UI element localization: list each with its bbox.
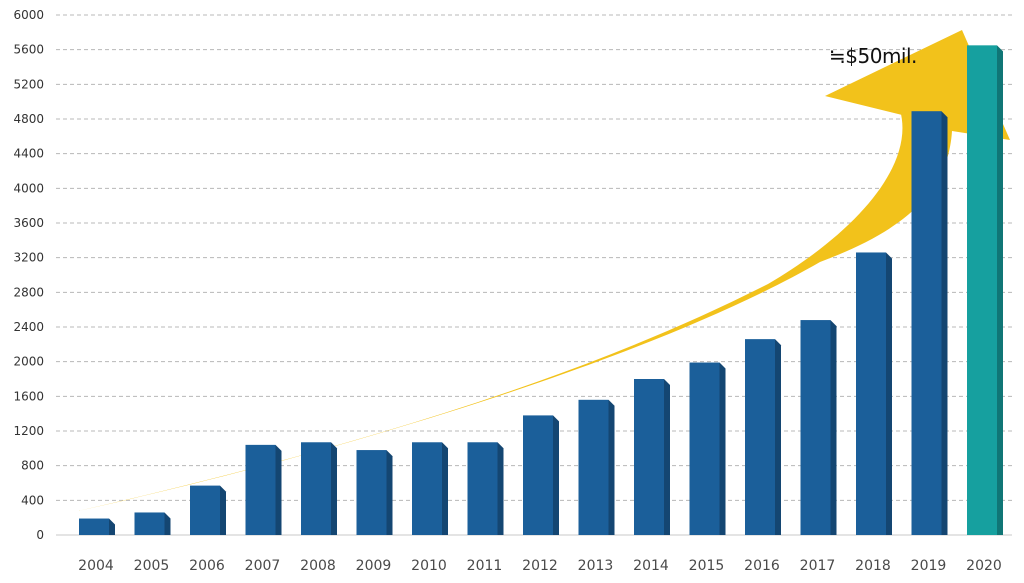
y-axis-ticks: 0 400 800 1200 1600 2000 2400 2800 3200 3600 4000 4… (13, 8, 44, 542)
bar-side (830, 320, 837, 535)
bar-group (79, 518, 115, 535)
x-tick-label: 2016 (744, 558, 780, 574)
bar (245, 444, 276, 535)
bar-side (497, 442, 504, 535)
y-tick-label: 2000 (13, 355, 44, 369)
bar-group (301, 442, 337, 535)
bar-group (745, 339, 781, 535)
bar-side (941, 111, 948, 535)
growth-annotation: ≒$50mil. (829, 44, 917, 68)
y-tick-label: 3600 (13, 216, 44, 230)
bar-side (719, 362, 726, 535)
bar-side (331, 442, 337, 535)
bar (856, 252, 886, 535)
x-tick-label: 2020 (966, 558, 1002, 574)
x-tick-label: 2007 (245, 558, 281, 574)
bar (800, 320, 831, 535)
x-axis-ticks: 2004 2005 2006 2007 2008 2009 2010 2011 2012 2013… (78, 558, 1002, 574)
x-tick-label: 2015 (689, 558, 725, 574)
bar-group (634, 379, 670, 535)
x-tick-label: 2019 (911, 558, 947, 574)
bar-side (275, 444, 282, 535)
bar-side (664, 379, 670, 535)
bar-group (911, 111, 948, 535)
x-tick-label: 2005 (134, 558, 170, 574)
bar (689, 362, 720, 535)
bar-side (220, 485, 226, 535)
y-tick-label: 6000 (13, 8, 44, 22)
bar (745, 339, 775, 535)
y-tick-label: 5600 (13, 43, 44, 57)
bar-group (689, 362, 726, 535)
x-tick-label: 2006 (189, 558, 225, 574)
bar-group (800, 320, 837, 535)
y-tick-label: 2400 (13, 320, 44, 334)
bar-group (967, 45, 1003, 535)
x-tick-label: 2009 (356, 558, 392, 574)
y-tick-label: 1200 (13, 424, 44, 438)
bar (301, 442, 331, 535)
y-tick-label: 5200 (13, 77, 44, 91)
bar (79, 518, 109, 535)
y-tick-label: 4000 (13, 181, 44, 195)
bar-group (356, 450, 393, 535)
bar (967, 45, 997, 535)
bar-side (608, 399, 615, 535)
bar-side (442, 442, 448, 535)
bar-group (467, 442, 504, 535)
x-tick-label: 2014 (633, 558, 669, 574)
bar (911, 111, 942, 535)
trend-arrow (78, 30, 1010, 511)
bar-group (190, 485, 226, 535)
bar-side (553, 415, 559, 535)
x-tick-label: 2011 (467, 558, 503, 574)
y-tick-label: 2800 (13, 285, 44, 299)
bar-group (578, 399, 615, 535)
x-tick-label: 2017 (800, 558, 836, 574)
y-tick-label: 4400 (13, 147, 44, 161)
x-tick-label: 2004 (78, 558, 114, 574)
x-tick-label: 2013 (578, 558, 614, 574)
trend-arrow-shape (78, 30, 1010, 511)
bar (356, 450, 387, 535)
bar-side (775, 339, 781, 535)
x-tick-label: 2018 (855, 558, 891, 574)
bar-group (523, 415, 559, 535)
bar-group (245, 444, 282, 535)
bar-group (412, 442, 448, 535)
bar-group (134, 512, 171, 535)
x-tick-label: 2012 (522, 558, 558, 574)
y-tick-label: 800 (21, 459, 44, 473)
x-tick-label: 2008 (300, 558, 336, 574)
bar (634, 379, 664, 535)
bar-side (886, 252, 892, 535)
y-tick-label: 3200 (13, 251, 44, 265)
bar-side (109, 518, 115, 535)
y-tick-label: 4800 (13, 112, 44, 126)
y-tick-label: 0 (36, 528, 44, 542)
bar (412, 442, 442, 535)
bar (467, 442, 498, 535)
bar (134, 512, 165, 535)
bar (190, 485, 220, 535)
bar (578, 399, 609, 535)
x-tick-label: 2010 (411, 558, 447, 574)
bar-group (856, 252, 892, 535)
bar-side (997, 45, 1003, 535)
bar-side (386, 450, 393, 535)
bars (79, 45, 1003, 535)
bar (523, 415, 553, 535)
y-tick-label: 400 (21, 493, 44, 507)
y-tick-label: 1600 (13, 389, 44, 403)
bar-side (164, 512, 171, 535)
